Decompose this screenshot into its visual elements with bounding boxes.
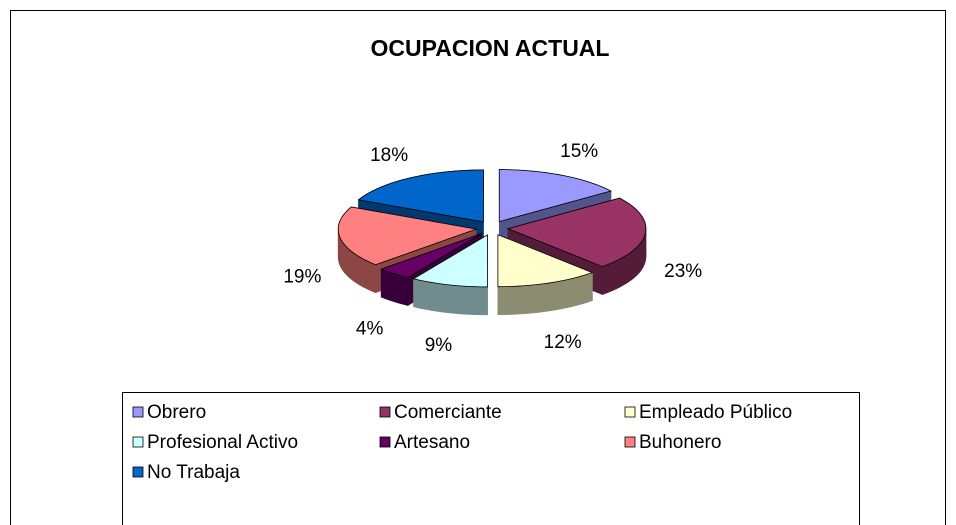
slice-side	[355, 253, 360, 286]
legend-swatch	[624, 406, 636, 418]
slice-side	[424, 280, 432, 311]
chart-title: OCUPACION ACTUAL	[371, 35, 610, 61]
slice-side	[480, 286, 488, 316]
slice-side	[370, 262, 376, 294]
slice-side	[461, 285, 469, 315]
slice-side	[536, 283, 543, 313]
slice-side	[474, 286, 482, 316]
slice-side	[636, 244, 640, 277]
slice-side	[606, 262, 613, 294]
slice-side	[517, 285, 525, 315]
slice-side	[467, 286, 475, 315]
slice-top	[337, 206, 478, 266]
slice-side	[554, 280, 561, 311]
legend-label: Profesional Activo	[147, 432, 298, 453]
slice-top	[506, 197, 647, 268]
slice-side	[362, 258, 368, 290]
pie-slice	[337, 206, 478, 294]
slice-top	[380, 233, 483, 278]
slice-side	[384, 270, 390, 301]
legend-swatch	[379, 436, 391, 448]
slice-side	[366, 260, 372, 292]
slice-side	[398, 274, 404, 305]
data-label: 4%	[356, 319, 384, 340]
legend-box	[122, 392, 860, 525]
slice-side	[349, 249, 353, 281]
slice-side	[418, 279, 426, 310]
data-label: 23%	[664, 261, 702, 282]
slice-side	[504, 286, 512, 315]
slice-side	[630, 249, 635, 281]
slice-top	[497, 234, 594, 288]
slice-side	[436, 282, 444, 313]
slice-top	[498, 169, 613, 223]
slice-side	[358, 256, 363, 288]
data-label: 18%	[370, 145, 408, 166]
data-label: 15%	[560, 141, 598, 162]
slice-top	[412, 234, 488, 288]
slice-side	[448, 284, 456, 314]
slice-side	[602, 264, 608, 296]
slice-side	[344, 244, 348, 277]
legend-label: Comerciante	[394, 402, 502, 423]
slice-side	[633, 246, 637, 279]
slice-side	[402, 275, 409, 306]
slice-side	[571, 276, 578, 307]
legend-label: Empleado Público	[639, 402, 792, 423]
slice-side	[380, 268, 386, 300]
slice-side	[548, 281, 555, 312]
legend-label: Artesano	[394, 432, 470, 453]
slice-side	[393, 273, 399, 304]
legend-swatch	[624, 436, 636, 448]
data-label: 9%	[425, 335, 453, 356]
pie-slice	[412, 234, 488, 316]
data-label: 12%	[544, 332, 582, 353]
legend-label: Buhonero	[639, 432, 721, 453]
slice-side	[616, 258, 621, 290]
pie-slice	[497, 234, 594, 315]
slice-side	[576, 275, 583, 306]
slice-side	[565, 278, 573, 309]
slice-side	[413, 278, 420, 309]
legend-swatch	[132, 406, 144, 418]
slice-side	[620, 256, 625, 288]
slice-side	[529, 284, 537, 314]
slice-side	[389, 271, 395, 303]
slice-side	[510, 285, 518, 315]
slice-side	[582, 273, 588, 305]
slice-top	[357, 169, 484, 223]
legend-swatch	[132, 466, 144, 478]
slice-side	[542, 282, 549, 313]
legend-label: Obrero	[147, 402, 206, 423]
slice-side	[455, 285, 462, 315]
slice-side	[346, 246, 350, 279]
slice-side	[627, 251, 632, 283]
slice-side	[523, 284, 531, 315]
slice-side	[351, 251, 356, 283]
slice-side	[497, 286, 505, 315]
legend-swatch	[132, 436, 144, 448]
data-label: 19%	[283, 266, 321, 287]
slice-side	[560, 279, 567, 310]
slice-side	[611, 260, 617, 292]
slice-side	[587, 272, 593, 303]
legend-label: No Trabaja	[147, 462, 240, 483]
slice-side	[430, 281, 438, 312]
slice-side	[442, 283, 450, 314]
slice-side	[623, 253, 629, 286]
legend-swatch	[379, 406, 391, 418]
